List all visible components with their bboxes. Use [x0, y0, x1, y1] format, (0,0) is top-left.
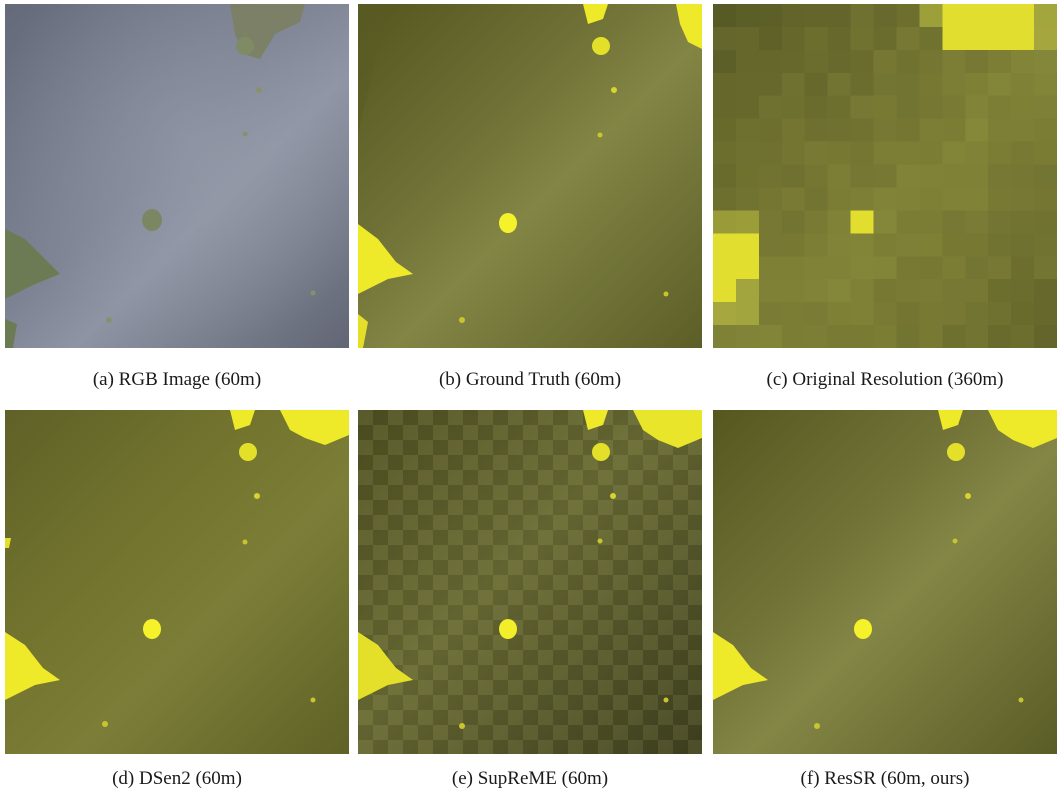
panel-caption: (a) RGB Image (60m) [92, 369, 262, 390]
panel-f: (f) ResSR (60m, ours) [713, 410, 1057, 789]
supreme-image [358, 410, 702, 754]
panel-e: (e) SupReME (60m) [358, 410, 702, 789]
panel-caption: (b) Ground Truth (60m) [438, 369, 622, 390]
dsen2-image [5, 410, 349, 754]
panel-caption: (d) DSen2 (60m) [112, 768, 242, 789]
original-resolution-image [713, 4, 1057, 348]
panel-c: (c) Original Resolution (360m) [713, 4, 1057, 390]
panel-b: (b) Ground Truth (60m) [358, 4, 702, 390]
ground-truth-image [358, 4, 702, 348]
panel-d: (d) DSen2 (60m) [5, 410, 349, 789]
panel-a: (a) RGB Image (60m) [5, 4, 349, 390]
rgb-image [5, 4, 349, 348]
panel-caption: (f) ResSR (60m, ours) [800, 768, 970, 789]
panel-caption: (c) Original Resolution (360m) [766, 369, 1004, 390]
ressr-image [713, 410, 1057, 754]
panel-caption: (e) SupReME (60m) [451, 768, 609, 789]
